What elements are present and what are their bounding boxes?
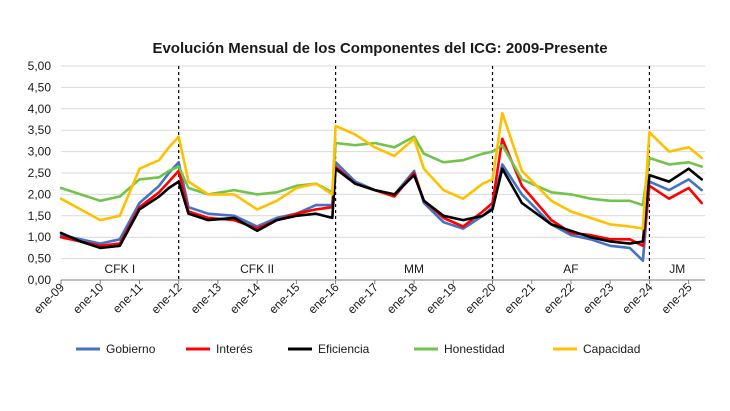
x-axis (60, 279, 705, 284)
x-tick-label: ene-19 (423, 280, 460, 317)
y-tick-labels: 0,00 0,50 1,00 1,50 2,00 2,50 3,00 3,50 4,00 4,50… (28, 59, 52, 287)
y-tick-label: 4,00 (28, 102, 52, 116)
x-tick-label: ene-16 (305, 280, 342, 317)
y-tick-label: 4,50 (28, 80, 52, 94)
x-tick-label: ene-15 (266, 280, 303, 317)
period-label: AF (563, 262, 578, 276)
period-label: CFK I (105, 262, 136, 276)
y-gridlines (61, 65, 705, 260)
legend-label: Gobierno (106, 342, 156, 356)
legend-label: Interés (216, 342, 253, 356)
series-line-eficiencia (59, 167, 704, 250)
period-label: CFK II (240, 262, 274, 276)
period-label: MM (404, 262, 424, 276)
y-tick-label: 1,00 (28, 230, 52, 244)
y-tick-label: 1,50 (28, 209, 52, 223)
x-tick-label: ene-12 (148, 280, 185, 317)
x-tick-label: ene-18 (384, 280, 421, 317)
period-label: JM (669, 262, 685, 276)
legend-label: Eficiencia (318, 342, 370, 356)
x-tick-label: ene-23 (580, 280, 617, 317)
x-tick-label: ene-13 (188, 280, 225, 317)
legend: Gobierno Interés Eficiencia Honestidad Capac… (76, 342, 640, 356)
period-labels: CFK I CFK II MM AF JM (105, 262, 686, 276)
x-tick-label: ene-11 (110, 280, 146, 316)
y-tick-label: 0,50 (28, 252, 52, 266)
x-tick-label: ene-22 (541, 280, 578, 317)
y-tick-label: 3,50 (28, 123, 52, 137)
x-tick-label: ene-14 (227, 280, 264, 317)
x-tick-labels: ene-09 ene-10 ene-11 ene-12 ene-13 ene-14 ene-… (31, 280, 695, 317)
x-tick-label: ene-25 (658, 280, 695, 317)
x-tick-label: ene-24 (619, 280, 656, 317)
x-tick-label: ene-20 (462, 280, 499, 317)
x-tick-label: ene-21 (502, 280, 539, 317)
y-tick-label: 5,00 (28, 59, 52, 73)
legend-label: Honestidad (444, 342, 505, 356)
series-line-capacidad (59, 111, 704, 230)
series-line-honestidad (59, 135, 704, 207)
y-tick-label: 3,00 (28, 145, 52, 159)
y-tick-label: 2,50 (28, 166, 52, 180)
chart-title: Evolución Mensual de los Componentes del… (152, 40, 607, 57)
x-tick-label: ene-17 (345, 280, 382, 317)
y-tick-label: 0,00 (28, 273, 52, 287)
legend-label: Capacidad (583, 342, 640, 356)
y-tick-label: 2,00 (28, 187, 52, 201)
x-tick-label: ene-10 (70, 280, 107, 317)
series-lines (59, 111, 704, 263)
